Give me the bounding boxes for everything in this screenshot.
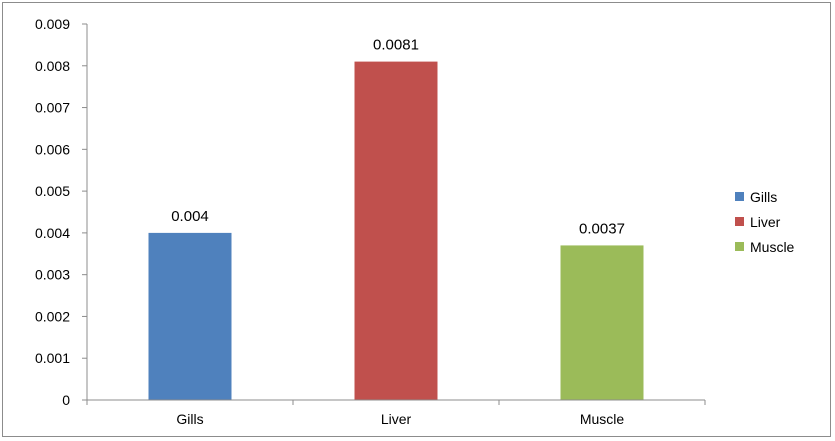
y-tick-label: 0.001	[35, 350, 70, 366]
legend-swatch-liver	[735, 217, 744, 226]
y-tick-label: 0.005	[35, 183, 70, 199]
bar-muscle	[560, 245, 644, 400]
y-axis-ticks: 0 0.001 0.002 0.003 0.004 0.005 0.006 0.007 0.00…	[35, 16, 87, 408]
bars	[148, 61, 644, 400]
y-tick-label: 0.009	[35, 16, 70, 32]
x-axis-ticks: Gills Liver Muscle	[86, 400, 706, 427]
legend-label-liver: Liver	[750, 213, 781, 230]
x-tick-label-liver: Liver	[381, 411, 412, 427]
data-labels: 0.004 0.0081 0.0037	[171, 37, 625, 238]
legend: Gills Liver Muscle	[735, 184, 794, 259]
x-tick-label-gills: Gills	[176, 411, 203, 427]
legend-swatch-gills	[735, 192, 744, 201]
data-label-liver: 0.0081	[373, 37, 419, 54]
data-label-muscle: 0.0037	[579, 220, 625, 237]
y-tick-label: 0.006	[35, 141, 70, 157]
x-tick-label-muscle: Muscle	[580, 411, 625, 427]
legend-item-muscle: Muscle	[735, 234, 794, 259]
legend-swatch-muscle	[735, 242, 744, 251]
bar-liver	[354, 61, 438, 400]
data-label-gills: 0.004	[171, 208, 209, 225]
y-tick-label: 0.002	[35, 308, 70, 324]
y-tick-label: 0.003	[35, 267, 70, 283]
bar-gills	[148, 232, 232, 400]
legend-label-muscle: Muscle	[750, 238, 795, 255]
legend-item-gills: Gills	[735, 184, 794, 209]
y-tick-label: 0.008	[35, 58, 70, 74]
legend-item-liver: Liver	[735, 209, 794, 234]
y-tick-label: 0	[62, 392, 70, 408]
y-tick-label: 0.004	[35, 225, 70, 241]
y-tick-label: 0.007	[35, 100, 70, 116]
legend-label-gills: Gills	[750, 188, 778, 205]
